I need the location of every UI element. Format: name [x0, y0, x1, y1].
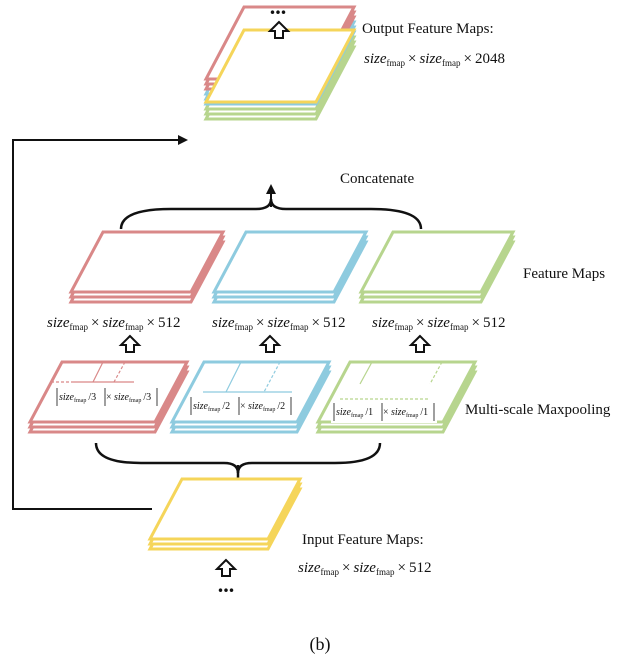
svg-text:sizefmap/3: sizefmap/3 [59, 392, 96, 404]
pool-divisor: /3 [143, 392, 151, 403]
times-sign: × [416, 315, 424, 331]
size-var: size [364, 51, 387, 67]
size-sub: fmap [376, 567, 395, 577]
pool-size-sub: fmap [351, 412, 363, 419]
pool-times: × [383, 407, 389, 418]
svg-text:sizefmap/2: sizefmap/2 [248, 401, 285, 413]
skip-connection-arrow [12, 135, 188, 510]
svg-text:sizefmap/3: sizefmap/3 [114, 392, 151, 404]
pool-size-var: size [336, 407, 352, 418]
pool-formula-green: sizefmap/1 × sizefmap/1 [331, 401, 437, 423]
concat-brace [119, 198, 423, 230]
concatenate-label: Concatenate [340, 171, 414, 187]
size-var: size [102, 315, 125, 331]
pool-size-var: size [248, 401, 264, 412]
size-var: size [212, 315, 235, 331]
pooling-grid-green [340, 361, 443, 400]
input-title: Input Feature Maps: [302, 532, 424, 548]
pool-size-sub: fmap [74, 397, 86, 404]
dots-bottom: ... [218, 572, 235, 597]
size-sub: fmap [235, 322, 254, 332]
size-sub: fmap [395, 322, 414, 332]
size-sub: fmap [387, 58, 406, 68]
size-var: size [419, 51, 442, 67]
feature-size-formula-blue: sizefmap × sizefmap × 512 [212, 315, 345, 332]
pooling-grid-red [51, 361, 134, 383]
pool-size-sub: fmap [208, 406, 220, 413]
size-sub: fmap [70, 322, 89, 332]
feature-channels: 512 [483, 315, 506, 331]
times-sign: × [408, 51, 416, 67]
feature-channels: 512 [323, 315, 346, 331]
times-sign: × [146, 315, 154, 331]
feature-stack-red [68, 230, 226, 304]
feature-stack-green [358, 230, 516, 304]
up-arrow-icon [267, 20, 291, 39]
pool-size-var: size [391, 407, 407, 418]
size-sub: fmap [290, 322, 309, 332]
pool-formula-blue: sizefmap/2 × sizefmap/2 [188, 395, 294, 417]
size-var: size [298, 560, 321, 576]
up-arrow-icon [258, 334, 282, 353]
pool-size-var: size [114, 392, 130, 403]
pool-divisor: /2 [222, 401, 230, 412]
output-channels: 2048 [475, 51, 505, 67]
pool-divisor: /2 [277, 401, 285, 412]
up-arrow-icon [214, 558, 238, 577]
svg-text:sizefmap/2: sizefmap/2 [193, 401, 230, 413]
input-feature-stack [147, 477, 303, 551]
pool-size-var: size [193, 401, 209, 412]
pool-size-sub: fmap [263, 406, 275, 413]
size-var: size [47, 315, 70, 331]
times-sign: × [463, 51, 471, 67]
times-sign: × [311, 315, 319, 331]
multiscale-label: Multi-scale Maxpooling [465, 402, 611, 418]
times-sign: × [471, 315, 479, 331]
pool-divisor: /1 [420, 407, 428, 418]
size-var: size [267, 315, 290, 331]
size-var: size [372, 315, 395, 331]
feature-channels: 512 [158, 315, 181, 331]
times-sign: × [256, 315, 264, 331]
figure-caption: (b) [310, 634, 331, 655]
pool-size-var: size [59, 392, 75, 403]
size-sub: fmap [125, 322, 144, 332]
size-sub: fmap [321, 567, 340, 577]
pool-times: × [240, 401, 246, 412]
pool-size-sub: fmap [129, 397, 141, 404]
pool-formula-red: sizefmap/3 × sizefmap/3 [54, 386, 160, 408]
pool-size-sub: fmap [406, 412, 418, 419]
pool-divisor: /1 [365, 407, 373, 418]
times-sign: × [342, 560, 350, 576]
feature-maps-label: Feature Maps [523, 266, 605, 282]
input-size-formula: sizefmap × sizefmap × 512 [298, 560, 431, 577]
times-sign: × [91, 315, 99, 331]
pool-divisor: /3 [88, 392, 96, 403]
feature-size-formula-green: sizefmap × sizefmap × 512 [372, 315, 505, 332]
pooling-grid-blue [203, 361, 292, 393]
up-arrow-icon [408, 334, 432, 353]
pool-times: × [106, 392, 112, 403]
feature-size-formula-red: sizefmap × sizefmap × 512 [47, 315, 180, 332]
svg-text:sizefmap/1: sizefmap/1 [336, 407, 373, 419]
feature-stack-blue [211, 230, 369, 304]
dots-top: ... [270, 0, 287, 19]
output-title: Output Feature Maps: [362, 21, 494, 37]
size-var: size [353, 560, 376, 576]
up-arrow-icon [118, 334, 142, 353]
output-size-formula: sizefmap × sizefmap × 2048 [364, 51, 505, 68]
size-var: size [427, 315, 450, 331]
size-sub: fmap [442, 58, 461, 68]
size-sub: fmap [450, 322, 469, 332]
output-feature-stack [203, 5, 357, 121]
times-sign: × [397, 560, 405, 576]
svg-text:sizefmap/1: sizefmap/1 [391, 407, 428, 419]
input-channels: 512 [409, 560, 432, 576]
